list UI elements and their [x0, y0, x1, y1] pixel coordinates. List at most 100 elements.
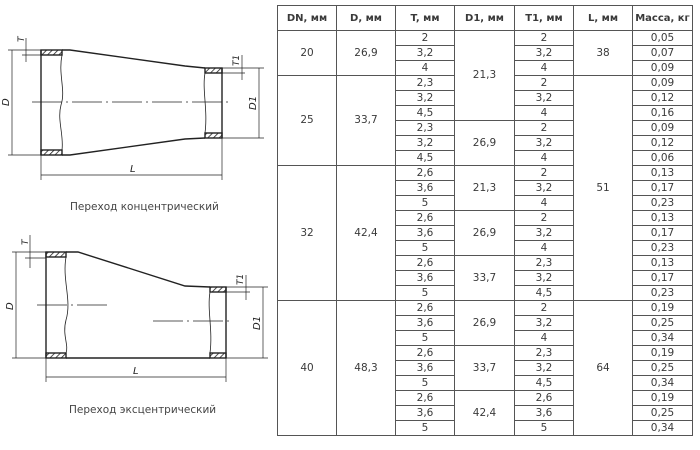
dim-d1-label: D1: [252, 316, 263, 330]
cell-mass: 0,09: [632, 120, 693, 136]
column-header-d: D, мм: [336, 5, 396, 31]
cell-t: 5: [395, 195, 455, 211]
cell-mass: 0,13: [632, 210, 693, 226]
eccentric-caption: Переход эксцентрический: [69, 404, 217, 416]
cell-t: 2,6: [395, 345, 455, 361]
cell-l: 38: [573, 30, 633, 76]
cell-d1: 26,9: [454, 300, 515, 346]
dim-l-label: L: [133, 366, 139, 377]
cell-t1: 2: [514, 210, 574, 226]
column-header-dn: DN, мм: [277, 5, 337, 31]
cell-d1: 26,9: [454, 210, 515, 256]
cell-t1: 3,2: [514, 360, 574, 376]
cell-mass: 0,17: [632, 270, 693, 286]
column-header-t1: T1, мм: [514, 5, 574, 31]
cell-t1: 4: [514, 60, 574, 76]
cell-mass: 0,23: [632, 285, 693, 301]
cell-mass: 0,16: [632, 105, 693, 121]
cell-mass: 0,06: [632, 150, 693, 166]
cell-t1: 4: [514, 150, 574, 166]
table-row: 5 4,5 0,23: [278, 285, 693, 301]
cell-t1: 4: [514, 240, 574, 256]
cell-t: 2,6: [395, 165, 455, 181]
table-row: 5 4,5 0,34: [278, 375, 693, 391]
cell-t1: 4: [514, 105, 574, 121]
cell-d: 33,7: [336, 75, 396, 166]
cell-t: 5: [395, 375, 455, 391]
cell-mass: 0,07: [632, 45, 693, 61]
reducer-drawings: D T D1 T1 L D T D1 T1 L: [1, 35, 268, 382]
cell-mass: 0,25: [632, 360, 693, 376]
cell-t: 5: [395, 330, 455, 346]
dim-l-label: L: [130, 164, 136, 175]
cell-t1: 3,6: [514, 405, 574, 421]
cell-mass: 0,17: [632, 180, 693, 196]
cell-t: 2,6: [395, 300, 455, 316]
dim-t-label: T: [17, 35, 27, 42]
cell-mass: 0,34: [632, 420, 693, 436]
cell-t: 2,6: [395, 390, 455, 406]
cell-t: 3,6: [395, 270, 455, 286]
table-row: 40 48,3 2,6 26,9 2 64 0,19: [277, 300, 693, 436]
cell-t1: 3,2: [514, 270, 574, 286]
table-row: 20 26,9 2 21,3 2 38 0,05: [277, 30, 693, 121]
cell-t: 3,2: [395, 135, 455, 151]
dim-d-label: D: [5, 302, 16, 310]
table-row: 2,6 26,9 2 0,13: [278, 210, 693, 256]
cell-d1: 33,7: [454, 345, 515, 391]
cell-l: 51: [573, 75, 633, 301]
table-row: 3,2 3,2 0,12: [278, 90, 693, 106]
cell-t1: 2,3: [514, 255, 574, 271]
cell-mass: 0,17: [632, 225, 693, 241]
cell-t: 2,3: [395, 75, 455, 91]
cell-t1: 3,2: [514, 45, 574, 61]
cell-t: 2,6: [395, 255, 455, 271]
table-row: 5 5 0,34: [278, 420, 693, 436]
cell-t: 2: [395, 30, 455, 46]
cell-dn: 32: [277, 165, 337, 301]
cell-t1: 5: [514, 420, 574, 436]
cell-dn: 40: [277, 300, 337, 436]
cell-t1: 4,5: [514, 285, 574, 301]
table-row: 5 4 0,23: [278, 195, 693, 211]
cell-t: 5: [395, 240, 455, 256]
cell-d1: 26,9: [454, 120, 515, 166]
cell-mass: 0,12: [632, 135, 693, 151]
cell-d1: 21,3: [454, 165, 515, 211]
cell-t1: 2: [514, 75, 574, 91]
table-row: 5 4 0,23: [278, 240, 693, 256]
cell-t1: 3,2: [514, 90, 574, 106]
cell-mass: 0,09: [632, 75, 693, 91]
dimensions-table: DN, мм D, мм T, мм D1, мм T1, мм L, мм Масса, …: [277, 5, 693, 436]
table-row: 3,2 3,2 0,12: [278, 135, 693, 151]
cell-t1: 4: [514, 195, 574, 211]
cell-t1: 2: [514, 165, 574, 181]
cell-mass: 0,23: [632, 240, 693, 256]
cell-t: 3,6: [395, 315, 455, 331]
cell-t1: 2: [514, 300, 574, 316]
table-row: 3,6 3,2 0,17: [278, 180, 693, 196]
cell-mass: 0,34: [632, 330, 693, 346]
cell-t: 3,2: [395, 45, 455, 61]
cell-t1: 2: [514, 120, 574, 136]
cell-t1: 3,2: [514, 180, 574, 196]
cell-t1: 2,3: [514, 345, 574, 361]
cell-t: 2,3: [395, 120, 455, 136]
eccentric-reducer-drawing: [12, 235, 268, 382]
cell-l: 64: [573, 300, 633, 436]
cell-d1: 42,4: [454, 390, 515, 436]
cell-mass: 0,19: [632, 300, 693, 316]
table-row: 25 33,7 2,3 2 51 0,09: [277, 75, 693, 301]
cell-t: 3,6: [395, 405, 455, 421]
cell-t: 3,6: [395, 360, 455, 376]
cell-mass: 0,12: [632, 90, 693, 106]
cell-t: 5: [395, 420, 455, 436]
cell-dn: 25: [277, 75, 337, 166]
cell-t1: 3,2: [514, 135, 574, 151]
table-row: 2,6 42,4 2,6 0,19: [278, 390, 693, 436]
column-header-d1: D1, мм: [454, 5, 515, 31]
column-header-t: T, мм: [395, 5, 455, 31]
column-header-mass: Масса, кг: [632, 5, 693, 31]
cell-mass: 0,25: [632, 405, 693, 421]
dim-d1-label: D1: [248, 96, 259, 110]
